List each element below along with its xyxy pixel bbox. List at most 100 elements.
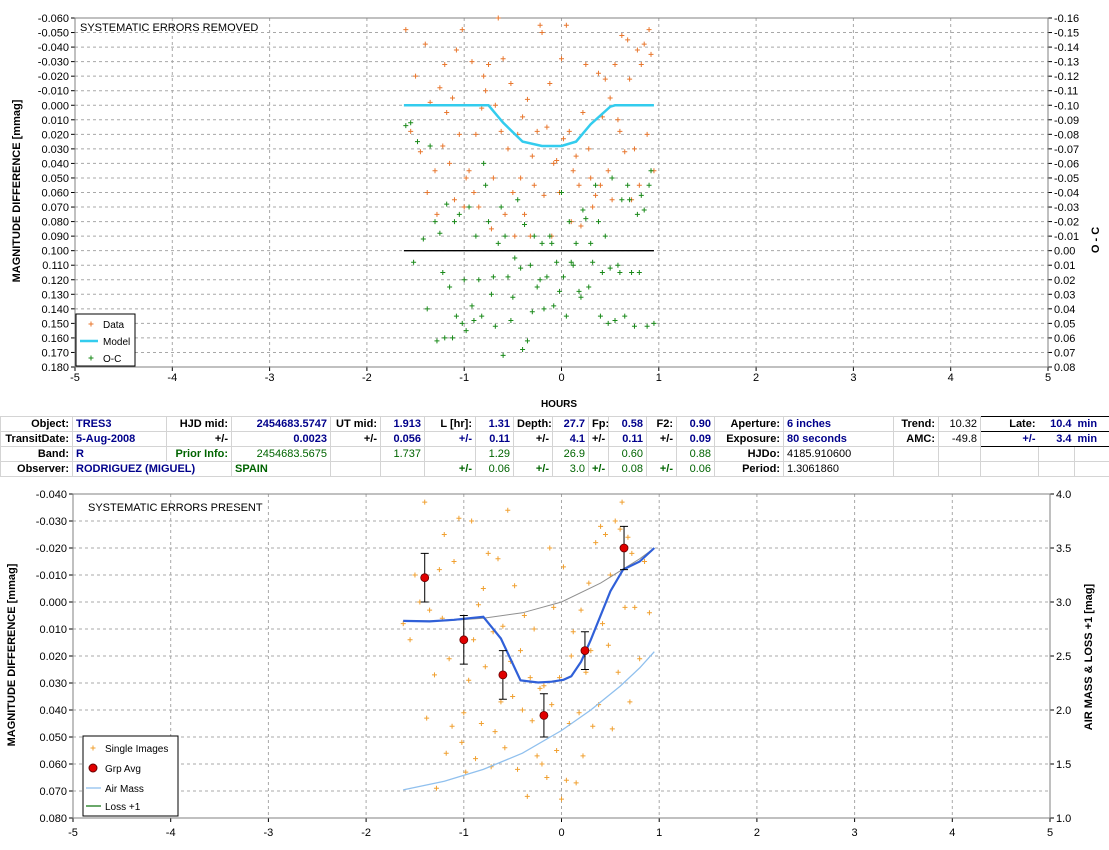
data-point: [641, 41, 647, 47]
single-image-point: [478, 721, 484, 726]
prior-fp: 0.60: [608, 446, 647, 462]
single-image-point: [441, 532, 447, 537]
top-axes: -5 -4 -3 -2 -1 0 1 2 3 4 5-0.060-0.050-0.040-0.030…: [38, 13, 1079, 384]
y2-tick-label: -0.08: [1054, 129, 1079, 141]
y2-tick-label: -0.06: [1054, 158, 1079, 170]
data-point: [578, 223, 584, 229]
oc-point: [576, 288, 582, 294]
bottom-series: [400, 499, 656, 802]
y-tick-label: 0.050: [41, 173, 69, 185]
single-image-point: [517, 648, 523, 654]
prior-l: 1.29: [475, 446, 514, 462]
late-value: 10.4: [1038, 416, 1075, 432]
prior-ut: 1.737: [380, 446, 425, 462]
oc-point: [518, 265, 524, 271]
oc-point: [520, 347, 526, 353]
data-point: [560, 136, 566, 142]
location-value: SPAIN: [231, 461, 331, 477]
oc-point: [541, 306, 547, 312]
y2-tick-label: 0.04: [1054, 304, 1075, 316]
data-point: [602, 76, 608, 82]
single-image-point: [431, 672, 437, 678]
legend-oc-label: O-C: [103, 354, 121, 365]
legend-data-marker: [88, 321, 94, 327]
data-point: [576, 182, 582, 188]
plot-frame: [72, 493, 1051, 819]
oc-point: [597, 313, 603, 319]
oc-point: [612, 317, 618, 323]
y2-tick-label: -0.05: [1054, 173, 1079, 185]
oc-point: [456, 211, 462, 217]
oc-point: [473, 233, 479, 239]
late-unit: min: [1074, 416, 1109, 432]
x-tick-label: 4: [949, 827, 955, 839]
oc-point: [481, 160, 487, 166]
y2-tick-label: 1.5: [1056, 759, 1071, 771]
data-point: [469, 59, 475, 65]
oc-point: [554, 259, 560, 265]
single-image-point: [551, 604, 557, 610]
data-point: [615, 117, 621, 123]
hjdo-label: HJDo:: [714, 446, 784, 462]
single-image-point: [443, 750, 449, 756]
single-image-point: [446, 656, 452, 662]
oc-point: [617, 269, 623, 275]
oc-point: [502, 233, 508, 239]
f2-error: 0.09: [676, 431, 715, 447]
data-point: [554, 158, 560, 164]
oc-point: [625, 182, 631, 188]
data-point: [495, 15, 501, 21]
oc-point: [498, 204, 504, 210]
oc-point: [638, 192, 644, 198]
single-image-point: [505, 507, 511, 513]
oc-point: [437, 230, 443, 236]
single-image-point: [622, 604, 628, 610]
data-point: [544, 124, 550, 130]
single-image-point: [492, 729, 498, 735]
y-tick-label: 0.040: [39, 705, 67, 717]
oc-point: [580, 207, 586, 213]
f2-label: F2:: [646, 416, 677, 432]
y2-tick-label: 3.5: [1056, 543, 1071, 555]
data-point: [625, 37, 631, 43]
legend-data-label: Data: [103, 320, 125, 331]
data-point: [524, 96, 530, 102]
data-point: [609, 197, 615, 203]
y2-tick-label: 4.0: [1056, 489, 1071, 501]
data-point: [529, 153, 535, 159]
oc-point: [466, 204, 472, 210]
y-tick-label: 0.020: [39, 651, 67, 663]
y-tick-label: 0.000: [41, 100, 69, 112]
aperture-value: 6 inches: [783, 416, 894, 432]
single-image-point: [619, 499, 625, 505]
hjd-mid-label: HJD mid:: [166, 416, 232, 432]
legend-box: [82, 735, 179, 817]
transit-date-value: 5-Aug-2008: [72, 431, 167, 447]
oc-point: [432, 219, 438, 225]
oc-point: [544, 274, 550, 280]
chart-systematic-errors-present: -5 -4 -3 -2 -1 0 1 2 3 4 5 -0.040 -0.030 -0.020 -0.010…: [6, 489, 1095, 839]
y2-tick-label: -0.14: [1054, 42, 1079, 54]
oc-point: [451, 219, 457, 225]
data-point: [534, 128, 540, 134]
exposure-value: 80 seconds: [783, 431, 894, 447]
single-image-point: [469, 518, 475, 524]
single-image-point: [642, 559, 648, 564]
single-image-point: [495, 556, 501, 562]
late-label: Late:: [980, 416, 1039, 432]
y-tick-label: 0.110: [42, 260, 69, 272]
top-y2-axis-label: O - C: [1090, 227, 1102, 253]
single-image-point: [549, 702, 555, 708]
prior-l-pm: +/-: [424, 461, 476, 477]
y-tick-label: -0.030: [36, 516, 67, 528]
oc-point: [648, 168, 654, 174]
data-point: [622, 149, 628, 155]
hjd-error: 0.0023: [231, 431, 331, 447]
x-tick-label: 3: [852, 827, 858, 839]
data-point: [518, 175, 524, 181]
data-point: [473, 131, 479, 137]
single-image-point: [554, 748, 560, 753]
data-point: [580, 110, 586, 116]
single-image-point: [456, 515, 462, 521]
oc-point: [568, 259, 574, 265]
